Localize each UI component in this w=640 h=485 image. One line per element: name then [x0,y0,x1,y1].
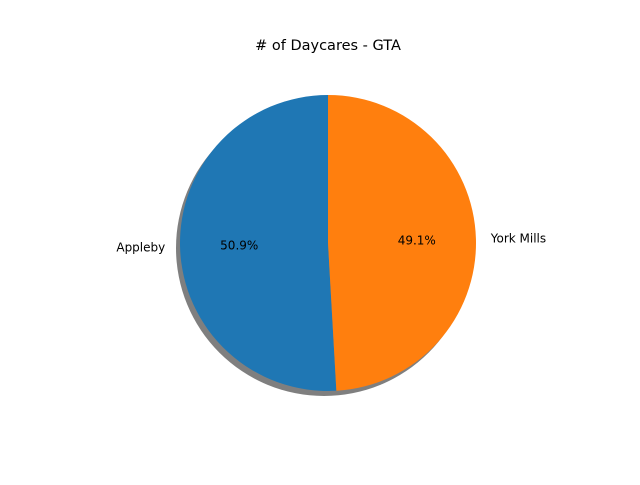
pie-slice-york-mills [328,95,477,391]
pie-labels: Appleby 50.9% York Mills 49.1% [116,231,546,254]
pie-slice-appleby [180,95,337,391]
pie-category-label: York Mills [490,231,546,245]
pie-category-label: Appleby [116,241,165,255]
pie-slices [180,95,477,391]
pie-percent-label: 49.1% [398,233,436,247]
pie-percent-label: 50.9% [220,239,258,253]
chart-title: # of Daycares - GTA [255,38,401,54]
